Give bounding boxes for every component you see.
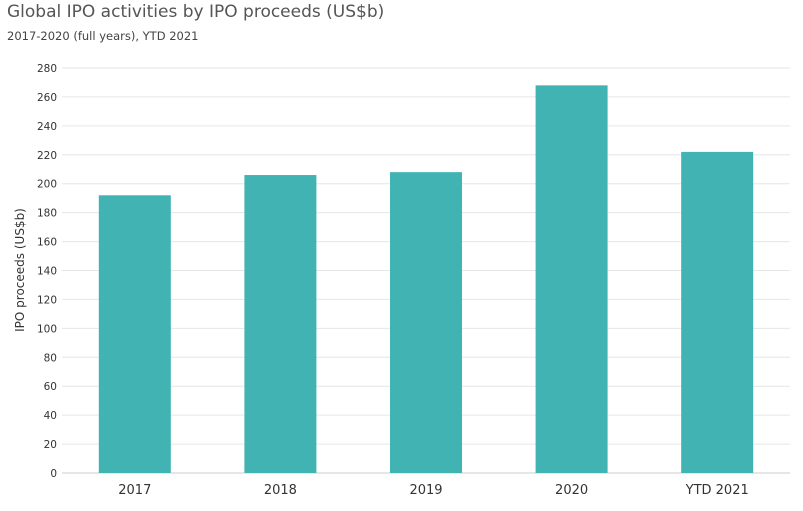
y-tick-label: 20	[44, 439, 57, 451]
chart-subtitle: 2017-2020 (full years), YTD 2021	[7, 29, 199, 43]
y-tick-label: 160	[37, 237, 57, 249]
x-axis-ticks: 2017 2018 2019 2020 YTD 2021	[118, 483, 749, 498]
x-tick-label: 2020	[555, 483, 588, 498]
y-tick-label: 140	[37, 266, 57, 278]
y-tick-label: 60	[44, 381, 57, 393]
bar-ytd-2021	[681, 151, 754, 473]
y-tick-label: 220	[37, 150, 57, 162]
bar-2020	[535, 85, 608, 473]
bar-2018	[244, 175, 317, 474]
y-tick-label: 40	[44, 410, 57, 422]
y-tick-label: 80	[44, 352, 57, 364]
bar-2017	[98, 195, 171, 474]
x-tick-label: 2019	[409, 483, 442, 498]
y-tick-label: 180	[37, 208, 57, 220]
x-tick-label: 2017	[118, 483, 151, 498]
bar-2019	[390, 172, 462, 473]
bars	[98, 85, 754, 474]
y-axis-ticks: 0 20 40 60 80 100 120 140 160 180 200 220 240 260 280	[37, 63, 57, 480]
y-tick-label: 280	[37, 63, 57, 75]
x-tick-label: 2018	[264, 483, 297, 498]
y-axis-label: IPO proceeds (US$b)	[13, 208, 27, 332]
chart-title: Global IPO activities by IPO proceeds (U…	[7, 2, 385, 22]
y-tick-label: 240	[37, 121, 57, 133]
y-tick-label: 100	[37, 323, 57, 335]
x-tick-label: YTD 2021	[685, 483, 749, 498]
y-tick-label: 120	[37, 294, 57, 306]
y-tick-label: 0	[50, 468, 57, 480]
y-tick-label: 200	[37, 179, 57, 191]
y-tick-label: 260	[37, 92, 57, 104]
